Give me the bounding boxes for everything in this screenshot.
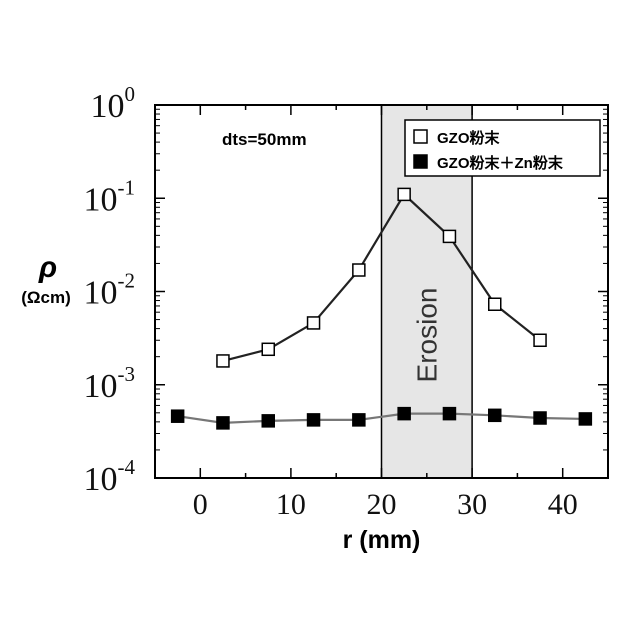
erosion-label: Erosion (411, 288, 442, 383)
data-point (398, 408, 410, 420)
y-axis-label: ρ (38, 251, 57, 284)
x-tick-label: 40 (548, 488, 578, 521)
x-tick-label: 10 (276, 488, 306, 521)
data-point (262, 343, 274, 355)
data-point (308, 414, 320, 426)
data-point (353, 264, 365, 276)
data-point (217, 417, 229, 429)
legend-label: GZO粉末＋Zn粉末 (437, 154, 564, 172)
data-point (262, 415, 274, 427)
data-point (172, 410, 184, 422)
annotation-dts: dts=50mm (222, 130, 307, 149)
x-tick-label: 20 (367, 488, 397, 521)
data-point (398, 188, 410, 200)
x-axis-label: r (mm) (343, 526, 421, 554)
legend-label: GZO粉末 (437, 129, 500, 147)
data-point (443, 230, 455, 242)
data-point (489, 298, 501, 310)
y-axis-unit: (Ωcm) (21, 288, 71, 307)
data-point (579, 413, 591, 425)
data-point (308, 317, 320, 329)
legend: GZO粉末 GZO粉末＋Zn粉末 (405, 120, 600, 176)
data-point (489, 409, 501, 421)
legend-marker (414, 155, 427, 168)
x-tick-label: 30 (457, 488, 487, 521)
data-point (353, 414, 365, 426)
data-point (534, 334, 546, 346)
data-point (534, 412, 546, 424)
data-point (443, 408, 455, 420)
data-point (217, 355, 229, 367)
legend-marker (414, 130, 427, 143)
x-tick-label: 0 (193, 488, 208, 521)
